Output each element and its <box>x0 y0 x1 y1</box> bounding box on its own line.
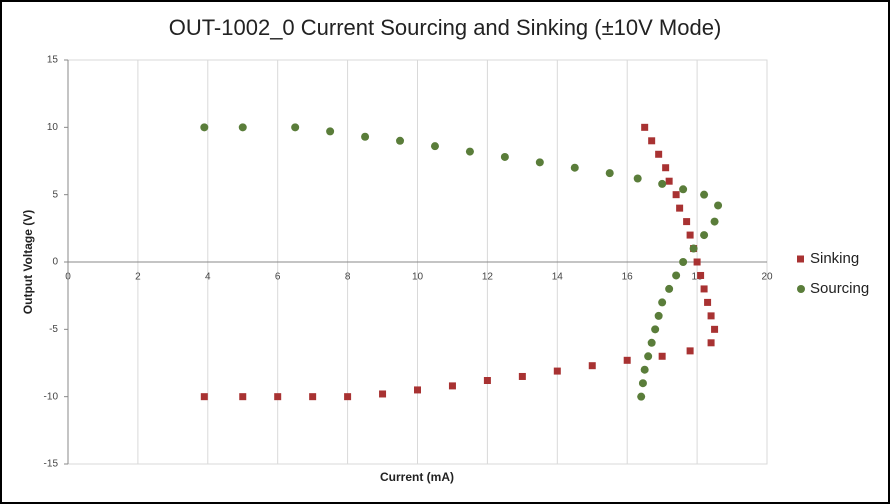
point <box>465 147 474 156</box>
point <box>483 377 491 385</box>
x-tick-label: 16 <box>622 272 634 283</box>
point <box>637 392 646 401</box>
point <box>274 393 282 401</box>
point <box>672 191 680 199</box>
x-tick-label: 6 <box>275 272 281 283</box>
point <box>641 123 649 131</box>
y-tick-label: 0 <box>52 257 58 268</box>
y-tick-label: -5 <box>49 324 58 335</box>
x-tick-label: 8 <box>345 272 351 283</box>
point <box>644 352 653 361</box>
point <box>700 285 708 293</box>
point <box>361 132 370 141</box>
point <box>654 311 663 320</box>
legend-label: Sourcing <box>810 280 869 297</box>
point <box>711 325 719 333</box>
point <box>200 123 209 132</box>
point <box>658 298 667 307</box>
point <box>689 244 698 253</box>
point <box>658 352 666 360</box>
x-tick-label: 10 <box>412 272 424 283</box>
point <box>518 372 526 380</box>
x-axis-label: Current (mA) <box>380 470 454 484</box>
point <box>658 179 667 188</box>
x-tick-label: 20 <box>761 272 773 283</box>
point <box>396 136 405 145</box>
point <box>693 258 701 266</box>
point <box>662 164 670 172</box>
y-axis-label: Output Voltage (V) <box>21 210 35 314</box>
x-tick-label: 14 <box>552 272 564 283</box>
point <box>679 258 688 266</box>
point <box>647 338 656 347</box>
point <box>535 158 544 167</box>
x-tick-label: 12 <box>482 272 494 283</box>
y-tick-label: -15 <box>44 459 59 470</box>
point <box>640 365 649 374</box>
point <box>676 204 684 212</box>
y-tick-label: 15 <box>47 55 59 66</box>
point <box>570 163 579 172</box>
point <box>700 231 709 240</box>
point <box>672 271 681 280</box>
point <box>655 150 663 158</box>
point <box>651 325 660 334</box>
point <box>430 142 439 151</box>
point <box>291 123 300 132</box>
point <box>238 123 247 132</box>
point <box>665 177 673 185</box>
y-tick-label: -10 <box>44 391 59 402</box>
point <box>686 347 694 355</box>
point <box>309 393 317 401</box>
point <box>500 152 509 161</box>
point <box>326 127 335 136</box>
point <box>200 393 208 401</box>
point <box>588 362 596 370</box>
point <box>414 386 421 394</box>
point <box>379 390 387 398</box>
point <box>714 201 723 210</box>
point <box>679 185 688 194</box>
point <box>448 382 456 390</box>
point <box>710 217 719 226</box>
legend-marker <box>797 285 805 293</box>
point <box>633 174 642 183</box>
point <box>344 393 352 401</box>
point <box>638 379 647 388</box>
x-tick-label: 4 <box>205 272 211 283</box>
y-tick-label: 5 <box>52 189 58 200</box>
point <box>707 339 715 347</box>
point <box>605 169 614 178</box>
point <box>697 271 705 279</box>
point <box>648 137 656 145</box>
point <box>239 393 247 401</box>
point <box>683 218 691 226</box>
point <box>623 356 631 364</box>
point <box>704 298 712 306</box>
point <box>700 190 709 199</box>
point <box>707 312 715 320</box>
point <box>553 367 561 375</box>
legend-label: Sinking <box>810 250 859 267</box>
chart-title: OUT-1002_0 Current Sourcing and Sinking … <box>169 15 722 40</box>
y-tick-label: 10 <box>47 122 59 133</box>
legend-marker <box>797 255 804 263</box>
x-tick-label: 2 <box>135 272 141 283</box>
point <box>686 231 694 239</box>
point <box>665 284 674 293</box>
